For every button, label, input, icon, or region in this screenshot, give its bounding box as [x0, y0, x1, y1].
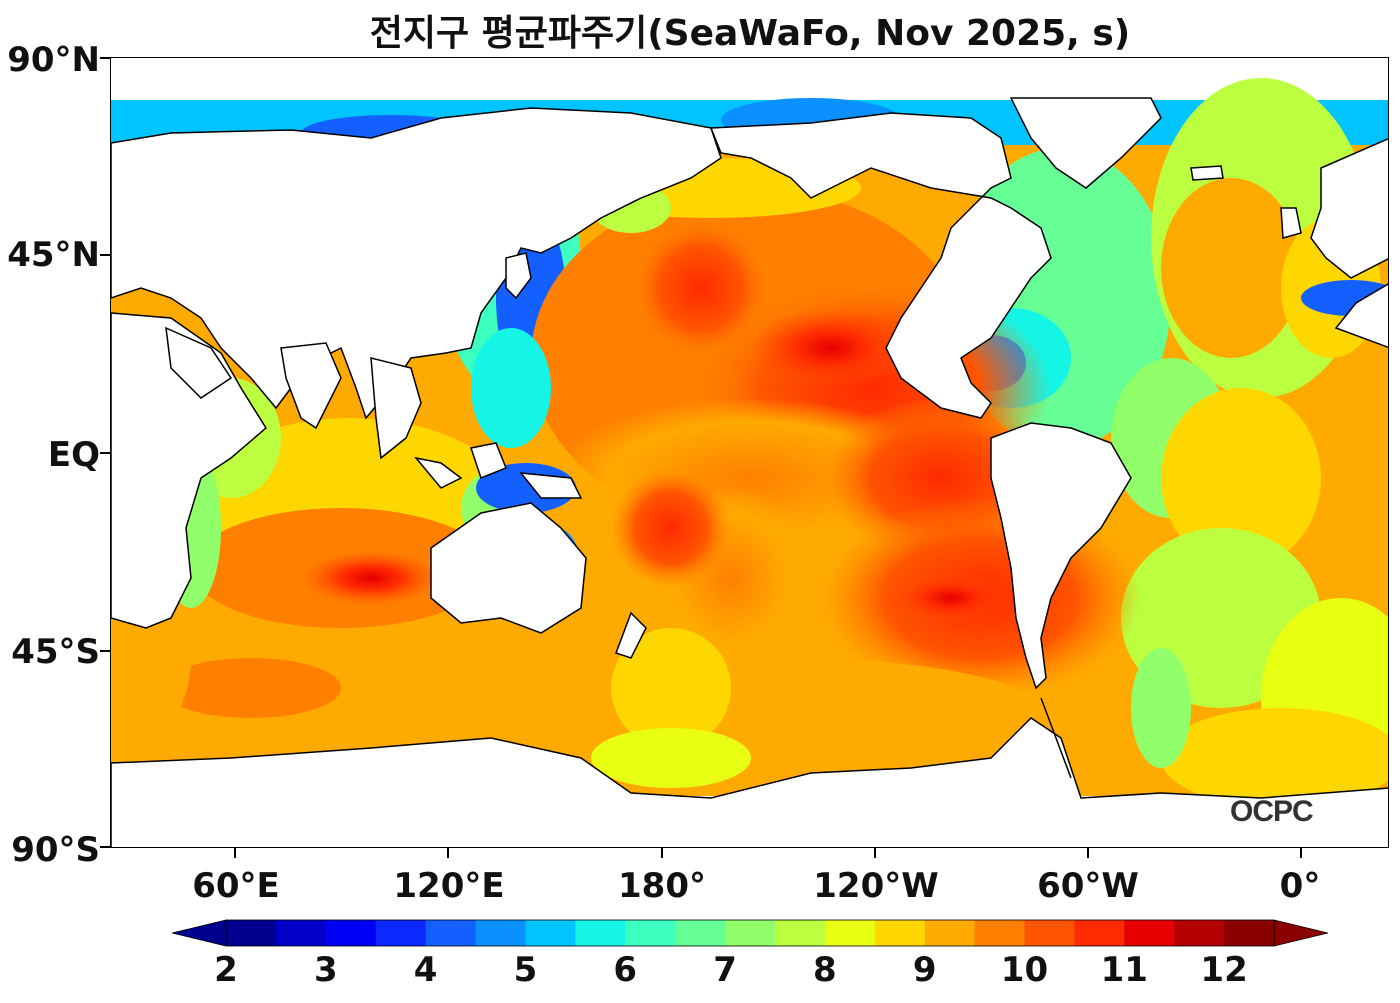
lon-label-0: 0°: [1279, 866, 1321, 906]
lat-label-90s: 90°S: [11, 830, 100, 870]
lon-label-180: 180°: [618, 866, 706, 906]
colorbar-cell: [774, 920, 826, 946]
ross-sea: [591, 728, 751, 788]
iceland: [1190, 165, 1224, 181]
japan: [505, 252, 532, 300]
colorbar-cell: [625, 920, 676, 946]
arabia: [165, 326, 233, 399]
colorbar-cell: [924, 920, 976, 946]
borneo: [470, 442, 507, 479]
north-america: [709, 112, 1052, 419]
colorbar-label: 8: [813, 950, 837, 990]
tick-x: [447, 848, 449, 858]
colorbar: [172, 919, 1328, 947]
lon-label-60e: 60°E: [192, 866, 280, 906]
africa: [111, 312, 267, 629]
indochina: [370, 357, 422, 460]
africa-west: [1334, 283, 1388, 349]
lon-label-120e: 120°E: [393, 866, 505, 906]
colorbar-cell: [375, 920, 427, 946]
lat-label-90n: 90°N: [7, 40, 100, 80]
colorbar-cell: [226, 920, 277, 946]
tick-y: [100, 57, 110, 59]
land-masses: [111, 97, 1388, 847]
colorbar-label: 12: [1200, 950, 1248, 990]
tick-x: [234, 848, 236, 858]
argentine-shelf: [1131, 648, 1191, 768]
n-pacific-max: [751, 308, 911, 388]
tick-x: [661, 848, 663, 858]
colorbar-label: 2: [214, 950, 238, 990]
south-china-sea: [471, 328, 551, 448]
colorbar-cell: [525, 920, 576, 946]
colorbar-cell: [874, 920, 926, 946]
india: [280, 342, 342, 430]
colorbar-label: 4: [413, 950, 438, 990]
lat-label-45n: 45°N: [7, 235, 100, 275]
map-title: 전지구 평균파주기(SeaWaFo, Nov 2025, s): [369, 13, 1131, 54]
tick-x: [1087, 848, 1089, 858]
south-america: [990, 422, 1132, 690]
se-pacific-max: [891, 573, 1011, 623]
antarctica: [111, 717, 1388, 847]
ocpc-logo: OCPC: [1230, 795, 1314, 828]
tick-x: [1300, 848, 1302, 858]
tick-x: [874, 848, 876, 858]
colorbar-label: 3: [313, 950, 338, 990]
tick-y: [100, 254, 110, 256]
wave-period-map: [110, 57, 1389, 848]
colorbar-arrow-low: [172, 919, 227, 947]
europe: [1310, 138, 1388, 279]
sumatra: [414, 456, 463, 489]
colorbar-label: 5: [513, 950, 538, 990]
colorbar-cell: [974, 920, 1025, 946]
colorbar-label: 11: [1100, 950, 1148, 990]
great-britain: [1280, 207, 1302, 239]
nw-pacific-warm: [631, 218, 771, 358]
colorbar-arrow-high: [1273, 919, 1328, 947]
colorbar-cell: [425, 920, 477, 946]
colorbar-cell: [1224, 920, 1275, 946]
sw-pacific-gold: [611, 628, 731, 748]
new-guinea: [519, 472, 583, 499]
colorbar-cell: [725, 920, 776, 946]
colorbar-cell: [575, 920, 626, 946]
colorbar-cell: [824, 920, 876, 946]
lat-label-eq: EQ: [47, 435, 100, 475]
eurasia: [111, 107, 722, 420]
tick-y: [100, 452, 110, 454]
indian-max: [301, 550, 441, 606]
sw-pacific-warm: [611, 468, 731, 588]
greenland: [1009, 97, 1162, 189]
tick-y: [100, 650, 110, 652]
colorbar-cell: [275, 920, 327, 946]
map-canvas: [111, 78, 1388, 847]
colorbar-label: 9: [912, 950, 937, 990]
colorbar-cell: [1174, 920, 1225, 946]
s-atlantic-gold: [1161, 708, 1388, 808]
colorbar-label: 10: [1000, 950, 1049, 990]
colorbar-label: 6: [613, 950, 638, 990]
colorbar-cell: [1124, 920, 1175, 946]
australia: [430, 502, 587, 634]
lon-label-120w: 120°W: [813, 866, 939, 906]
colorbar-cell: [475, 920, 526, 946]
lon-label-60w: 60°W: [1037, 866, 1139, 906]
antarctic-peninsula: [1040, 697, 1072, 779]
n-atlantic-orange: [1161, 178, 1301, 358]
new-zealand: [615, 611, 647, 659]
colorbar-outline: [225, 919, 1275, 947]
colorbar-cell: [325, 920, 377, 946]
southern-indian-orange: [161, 658, 341, 718]
colorbar-cell: [675, 920, 726, 946]
colorbar-label: 7: [713, 950, 737, 990]
colorbar-cell: [1024, 920, 1075, 946]
tick-y: [100, 846, 110, 848]
lat-label-45s: 45°S: [11, 632, 100, 672]
colorbar-cell: [1074, 920, 1125, 946]
trop-atlantic-yellow: [1161, 388, 1321, 568]
colorbar-cells: [172, 919, 1328, 947]
